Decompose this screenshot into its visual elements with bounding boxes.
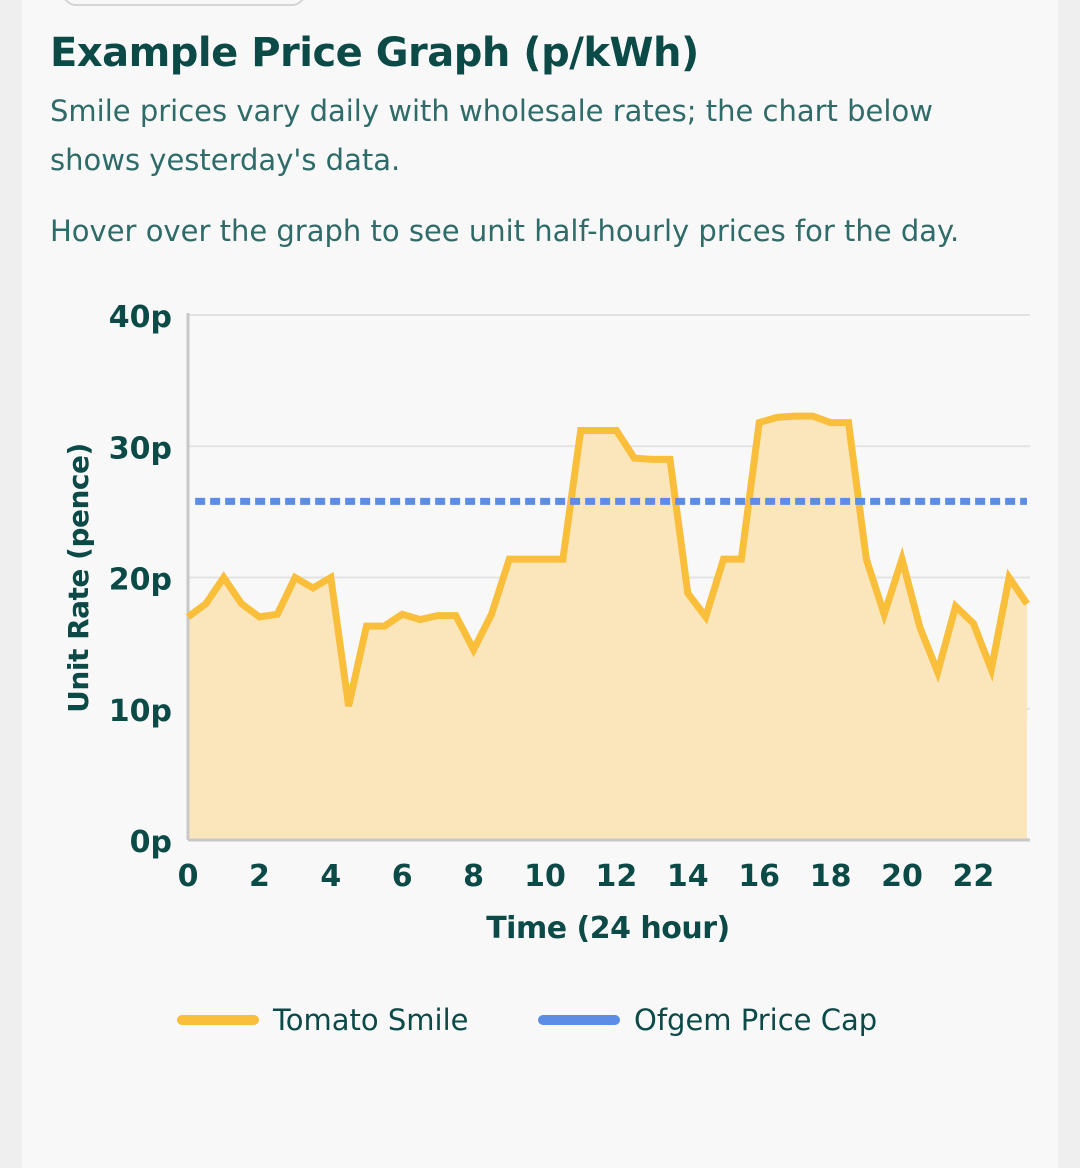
x-tick-label: 6: [392, 859, 413, 894]
legend-item-tomato-smile[interactable]: Tomato Smile: [177, 998, 469, 1042]
x-tick-label: 22: [953, 859, 995, 894]
x-tick-label: 12: [596, 859, 638, 894]
y-tick-label: 0p: [130, 825, 172, 860]
x-tick-label: 0: [178, 859, 199, 894]
legend-swatch-price-cap: [538, 1015, 620, 1025]
x-tick-label: 2: [249, 859, 270, 894]
y-tick-label: 20p: [109, 563, 172, 598]
description-text: Smile prices vary daily with wholesale r…: [50, 94, 933, 177]
y-tick-label: 10p: [109, 694, 172, 729]
x-tick-label: 4: [320, 859, 341, 894]
series-line-tomato-smile: [185, 412, 1030, 707]
legend-label-price-cap: Ofgem Price Cap: [634, 1003, 878, 1037]
x-tick-label: 18: [810, 859, 852, 894]
y-tick-label: 40p: [109, 300, 172, 335]
y-axis-title: Unit Rate (pence): [62, 443, 95, 713]
page-title: Example Price Graph (p/kWh): [50, 30, 699, 76]
x-axis-title: Time (24 hour): [486, 911, 730, 946]
hover-hint-text: Hover over the graph to see unit half-ho…: [50, 214, 960, 248]
smile-area-fill: [188, 416, 1027, 840]
x-tick-label: 14: [667, 859, 709, 894]
legend-label-tomato-smile: Tomato Smile: [273, 1003, 469, 1037]
x-tick-label: 20: [881, 859, 923, 894]
legend-item-price-cap[interactable]: Ofgem Price Cap: [538, 998, 877, 1042]
x-tick-label: 10: [524, 859, 566, 894]
legend-swatch-tomato-smile: [177, 1015, 259, 1025]
y-tick-label: 30p: [109, 431, 172, 466]
x-tick-label: 16: [738, 859, 780, 894]
x-tick-label: 8: [463, 859, 484, 894]
